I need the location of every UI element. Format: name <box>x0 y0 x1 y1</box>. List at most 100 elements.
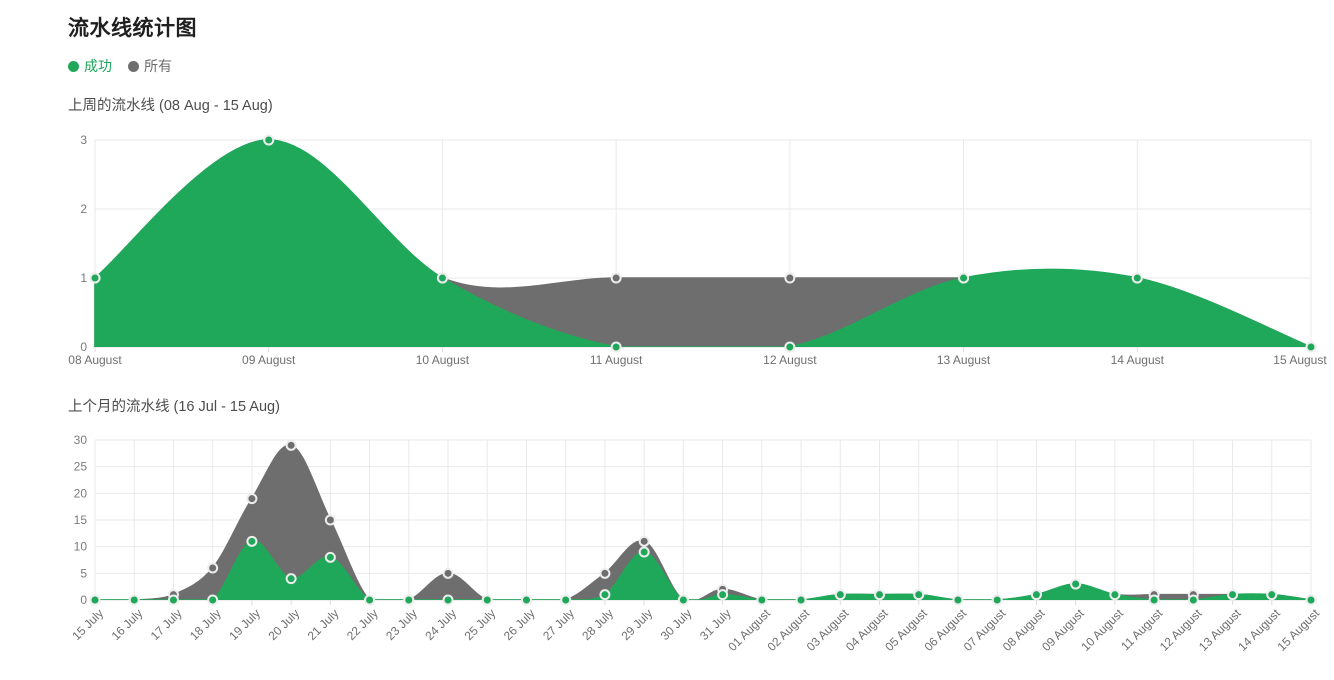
legend-item-all[interactable]: 所有 <box>128 56 172 76</box>
data-point-success <box>436 272 448 284</box>
data-point-success <box>560 594 572 606</box>
data-point-success <box>952 594 964 606</box>
y-tick-label: 5 <box>80 566 87 580</box>
data-point-all <box>638 535 650 547</box>
last-week-chart-title: 上周的流水线 (08 Aug - 15 Aug) <box>68 98 273 114</box>
data-point-success <box>1109 589 1121 601</box>
data-point-success <box>795 594 807 606</box>
x-tick-label: 15 August <box>1273 353 1327 367</box>
data-point-success <box>442 594 454 606</box>
y-tick-label: 25 <box>74 460 88 474</box>
x-tick-label: 23 July <box>383 606 420 643</box>
x-tick-label: 22 July <box>344 606 381 643</box>
data-point-success <box>89 272 101 284</box>
data-point-success <box>599 589 611 601</box>
x-tick-label: 19 July <box>226 606 263 643</box>
data-point-success <box>89 594 101 606</box>
x-tick-label: 14 August <box>1111 353 1165 367</box>
y-tick-label: 0 <box>80 340 87 354</box>
y-tick-label: 20 <box>74 486 88 500</box>
data-point-success <box>1030 589 1042 601</box>
data-point-success <box>913 589 925 601</box>
x-tick-label: 15 August <box>1274 606 1322 654</box>
data-point-success <box>638 546 650 558</box>
data-point-success <box>1227 589 1239 601</box>
x-tick-label: 16 July <box>109 606 146 643</box>
data-point-success <box>834 589 846 601</box>
x-tick-label: 09 August <box>242 353 296 367</box>
data-point-success <box>207 594 219 606</box>
data-point-all <box>285 439 297 451</box>
data-point-success <box>1070 578 1082 590</box>
x-tick-label: 31 July <box>697 606 734 643</box>
x-tick-label: 29 July <box>618 606 655 643</box>
data-point-success <box>756 594 768 606</box>
data-point-success <box>1131 272 1143 284</box>
x-tick-label: 30 July <box>658 606 695 643</box>
legend-item-success[interactable]: 成功 <box>68 56 112 76</box>
x-tick-label: 20 July <box>265 606 302 643</box>
x-tick-label: 25 July <box>462 606 499 643</box>
x-tick-label: 17 July <box>148 606 185 643</box>
data-point-success <box>167 594 179 606</box>
x-tick-label: 10 August <box>1078 606 1126 654</box>
y-tick-label: 0 <box>80 593 87 607</box>
area-series-success <box>94 139 1312 347</box>
data-point-success <box>1305 594 1317 606</box>
x-tick-label: 08 August <box>68 353 122 367</box>
data-point-all <box>246 493 258 505</box>
x-tick-label: 10 August <box>416 353 470 367</box>
data-point-success <box>958 272 970 284</box>
y-tick-label: 2 <box>80 202 87 216</box>
x-tick-label: 26 July <box>501 606 538 643</box>
x-tick-label: 28 July <box>579 606 616 643</box>
data-point-success <box>128 594 140 606</box>
legend-dot <box>128 60 139 72</box>
data-point-success <box>1148 594 1160 606</box>
data-point-success <box>324 551 336 563</box>
data-point-all <box>324 514 336 526</box>
last-week-area-chart: 0 1 2 3 08 August 09 August 10 August 11 August… <box>68 133 1327 367</box>
x-tick-label: 18 July <box>187 606 224 643</box>
data-point-success <box>1187 594 1199 606</box>
data-point-all <box>599 567 611 579</box>
data-point-all <box>784 272 796 284</box>
data-point-success <box>364 594 376 606</box>
x-tick-label: 24 July <box>422 606 459 643</box>
data-point-success <box>610 341 622 353</box>
data-point-success <box>784 341 796 353</box>
y-tick-label: 15 <box>74 513 88 527</box>
data-point-all <box>207 562 219 574</box>
data-point-success <box>263 134 275 146</box>
x-tick-label: 15 July <box>69 606 106 643</box>
y-tick-label: 30 <box>74 433 88 447</box>
data-point-success <box>246 535 258 547</box>
y-tick-label: 10 <box>74 540 88 554</box>
data-point-success <box>481 594 493 606</box>
data-point-success <box>1305 341 1317 353</box>
data-point-success <box>677 594 689 606</box>
y-tick-label: 3 <box>80 133 87 147</box>
x-tick-label: 21 July <box>305 606 342 643</box>
data-point-success <box>991 594 1003 606</box>
data-point-success <box>1266 589 1278 601</box>
legend-dot <box>68 60 79 72</box>
x-tick-label: 11 August <box>590 353 643 367</box>
last-month-chart-title: 上个月的流水线 (16 Jul - 15 Aug) <box>68 399 280 415</box>
x-tick-label: 27 July <box>540 606 577 643</box>
legend-label: 所有 <box>144 58 172 74</box>
data-point-all <box>610 272 622 284</box>
y-tick-label: 1 <box>80 271 87 285</box>
x-tick-label: 13 August <box>937 353 991 367</box>
legend: 成功 所有 <box>68 56 172 76</box>
data-point-all <box>442 567 454 579</box>
data-point-success <box>717 589 729 601</box>
page-title: 流水线统计图 <box>68 17 197 40</box>
last-month-area-chart: 0 5 10 15 20 25 30 15 July 16 July 17 July 18 July… <box>69 433 1322 654</box>
data-point-success <box>520 594 532 606</box>
x-tick-label: 12 August <box>763 353 817 367</box>
legend-label: 成功 <box>84 58 112 74</box>
data-point-success <box>285 573 297 585</box>
data-point-success <box>874 589 886 601</box>
